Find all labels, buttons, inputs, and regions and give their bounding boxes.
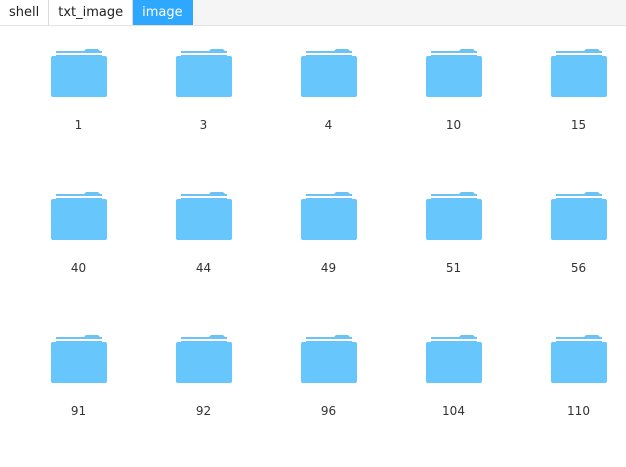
folder-item[interactable]: 96 [266,324,391,467]
folder-icon [300,49,357,97]
folder-item[interactable]: 51 [391,181,516,324]
folder-item[interactable]: 40 [16,181,141,324]
breadcrumb-item-txt-image[interactable]: txt_image [49,0,134,25]
folder-item[interactable]: 1 [16,38,141,181]
folder-label: 3 [199,118,208,132]
folder-item[interactable]: 56 [516,181,626,324]
folder-label: 51 [445,261,462,275]
folder-icon [50,192,107,240]
folder-item[interactable]: 104 [391,324,516,467]
folder-label: 10 [445,118,462,132]
folder-item[interactable]: 110 [516,324,626,467]
folder-label: 15 [570,118,587,132]
folder-icon [425,49,482,97]
folder-item[interactable]: 10 [391,38,516,181]
folder-icon [175,192,232,240]
folder-icon [550,49,607,97]
folder-item[interactable]: 91 [16,324,141,467]
folder-icon [50,335,107,383]
breadcrumb-item-image[interactable]: image [133,0,193,25]
folder-icon [550,192,607,240]
folder-label: 49 [320,261,337,275]
folder-icon [175,335,232,383]
folder-icon [425,192,482,240]
breadcrumb-item-shell[interactable]: shell [0,0,50,25]
folder-label: 40 [70,261,87,275]
folder-item[interactable]: 92 [141,324,266,467]
folder-grid: 1 3 4 10 15 40 44 49 51 56 91 92 96 104 110 [16,38,626,467]
folder-item[interactable]: 3 [141,38,266,181]
folder-label: 91 [70,404,87,418]
folder-label: 44 [195,261,212,275]
folder-label: 4 [324,118,333,132]
folder-icon [50,49,107,97]
folder-label: 96 [320,404,337,418]
folder-label: 110 [567,404,590,418]
folder-item[interactable]: 15 [516,38,626,181]
folder-label: 92 [195,404,212,418]
folder-icon [300,335,357,383]
folder-icon [425,335,482,383]
folder-item[interactable]: 44 [141,181,266,324]
folder-icon [300,192,357,240]
folder-icon [550,335,607,383]
folder-item[interactable]: 4 [266,38,391,181]
folder-item[interactable]: 49 [266,181,391,324]
breadcrumb: shell txt_image image [0,0,626,26]
folder-icon [175,49,232,97]
folder-label: 1 [74,118,83,132]
folder-label: 104 [442,404,465,418]
folder-label: 56 [570,261,587,275]
